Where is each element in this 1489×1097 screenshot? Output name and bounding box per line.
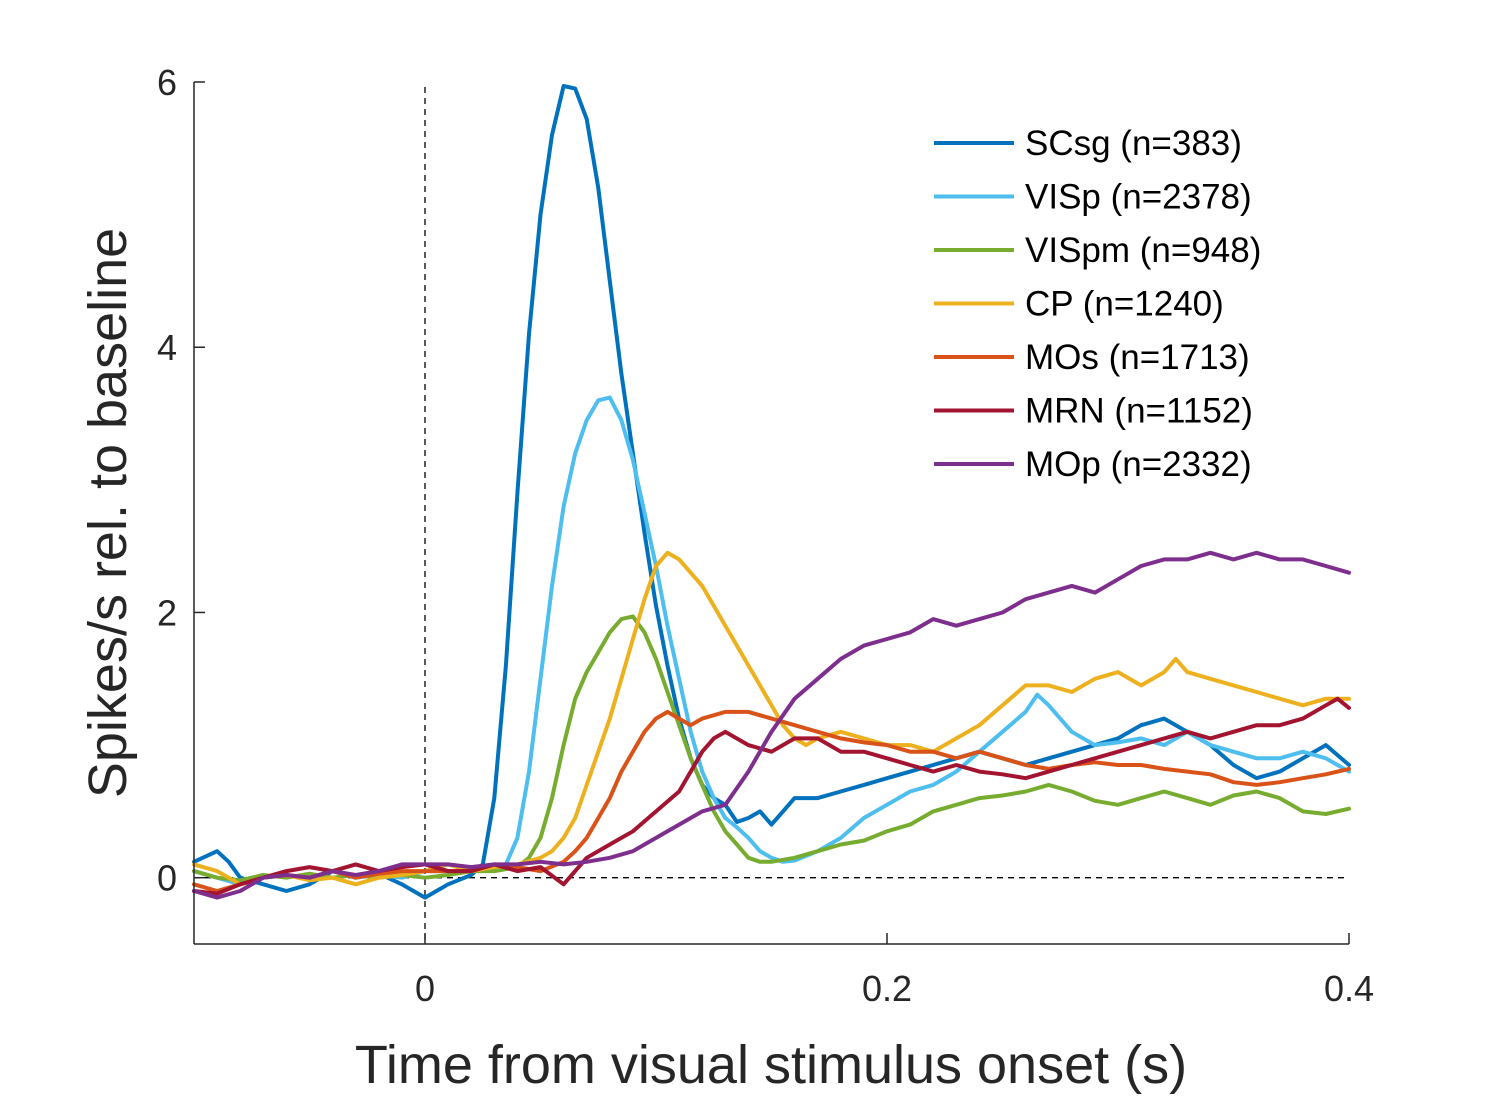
x-axis-label: Time from visual stimulus onset (s) [355, 1035, 1187, 1095]
legend-item: MOp (n=2332) [934, 445, 1252, 484]
x-tick-label: 0 [415, 968, 435, 1009]
series-line-mrn [192, 696, 1351, 896]
legend-label: MOp (n=2332) [1025, 445, 1252, 484]
legend-label: MRN (n=1152) [1025, 392, 1253, 431]
legend-item: VISp (n=2378) [934, 178, 1252, 217]
legend-item: MOs (n=1713) [934, 338, 1250, 377]
series-layer [192, 84, 1351, 900]
legend-item: VISpm (n=948) [934, 231, 1261, 270]
x-tick-label: 0.2 [862, 968, 912, 1009]
legend-label: VISpm (n=948) [1025, 231, 1261, 270]
legend-item: CP (n=1240) [934, 285, 1224, 324]
legend-label: VISp (n=2378) [1025, 178, 1252, 217]
legend-item: SCsg (n=383) [934, 124, 1242, 163]
legend-label: CP (n=1240) [1025, 285, 1224, 324]
legend-label: SCsg (n=383) [1025, 124, 1242, 163]
y-tick-label: 6 [157, 62, 177, 103]
series-line-vispm [192, 614, 1351, 883]
x-tick-label: 0.4 [1324, 968, 1374, 1009]
y-tick-label: 4 [157, 327, 177, 368]
y-tick-label: 0 [157, 858, 177, 899]
legend: SCsg (n=383) VISp (n=2378) VISpm (n=948) CP… [934, 124, 1261, 484]
tick-labels: 0 0.2 0.4 0 2 4 6 [157, 62, 1374, 1009]
series-line-mos [192, 709, 1351, 893]
series-line-mop [192, 550, 1351, 900]
legend-item: MRN (n=1152) [934, 392, 1253, 431]
legend-label: MOs (n=1713) [1025, 338, 1250, 377]
y-tick-label: 2 [157, 592, 177, 633]
axes [193, 81, 1350, 945]
y-axis-label: Spikes/s rel. to baseline [78, 228, 138, 798]
